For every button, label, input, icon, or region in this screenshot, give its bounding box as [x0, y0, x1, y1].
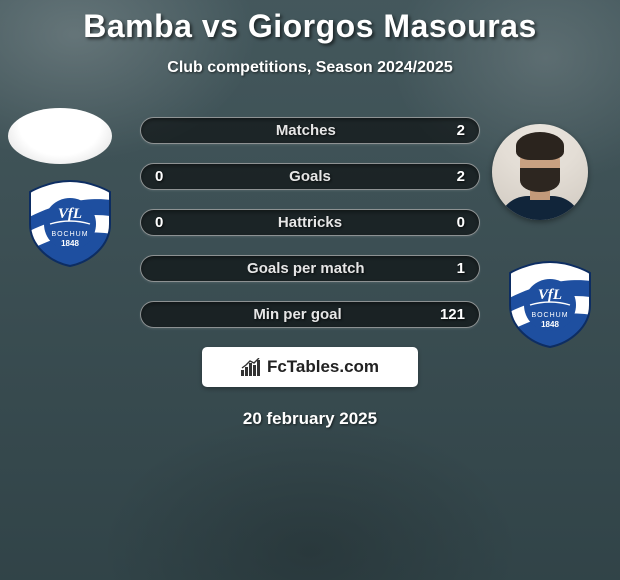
stat-label: Goals	[289, 168, 331, 185]
stat-left: 0	[155, 168, 163, 185]
stats-panel: Matches 2 0 Goals 2 0 Hattricks 0 Goals	[0, 117, 620, 328]
stat-row: Goals per match 1	[0, 255, 620, 282]
stat-row: 0 Hattricks 0	[0, 209, 620, 236]
stat-row: Min per goal 121	[0, 301, 620, 328]
stat-label: Hattricks	[278, 214, 342, 231]
stat-left: 0	[155, 214, 163, 231]
stat-right: 121	[440, 306, 465, 323]
stat-bar: Min per goal 121	[140, 301, 480, 328]
date-label: 20 february 2025	[0, 409, 620, 429]
stat-label: Matches	[276, 122, 336, 139]
branding-box: FcTables.com	[202, 347, 418, 387]
stat-label: Goals per match	[247, 260, 365, 277]
stat-right: 1	[457, 260, 465, 277]
stat-right: 2	[457, 168, 465, 185]
stat-label: Min per goal	[253, 306, 341, 323]
stat-bar: 0 Goals 2	[140, 163, 480, 190]
stat-bar: 0 Hattricks 0	[140, 209, 480, 236]
stat-bar: Goals per match 1	[140, 255, 480, 282]
stat-right: 0	[457, 214, 465, 231]
fctables-icon	[241, 358, 261, 376]
stat-bar: Matches 2	[140, 117, 480, 144]
stat-row: Matches 2	[0, 117, 620, 144]
page-subtitle: Club competitions, Season 2024/2025	[0, 59, 620, 77]
page-title: Bamba vs Giorgos Masouras	[0, 0, 620, 45]
stat-right: 2	[457, 122, 465, 139]
branding-text: FcTables.com	[267, 357, 379, 377]
stat-row: 0 Goals 2	[0, 163, 620, 190]
